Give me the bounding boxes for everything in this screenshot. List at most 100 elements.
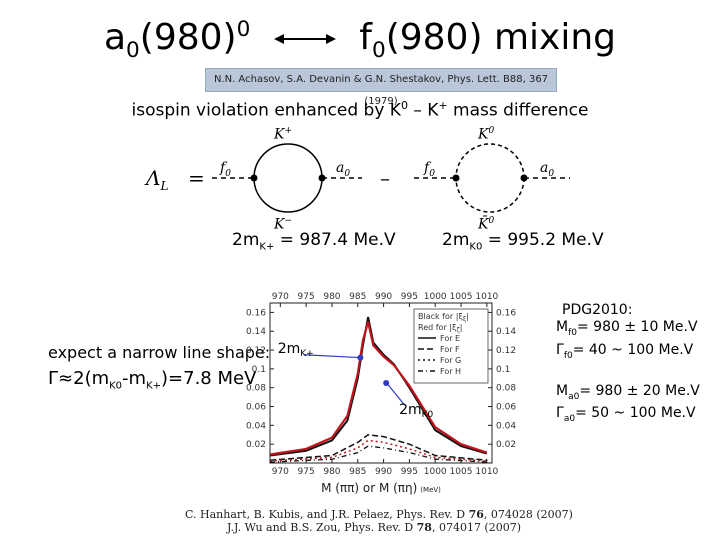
citation-2: J.J. Wu and B.S. Zou, Phys. Rev. D 78, 0…	[227, 521, 573, 534]
charged-kaon-loop	[253, 143, 323, 213]
x-tick-label-bottom: 980	[323, 467, 340, 477]
pdg-mf0: Mf0= 980 ± 10 Me.V	[556, 319, 700, 342]
annotation-arrow-plus	[303, 354, 360, 359]
x-axis-label: M (ππ) or M (πη) (MeV)	[321, 481, 441, 495]
series-line	[269, 434, 487, 461]
y-tick-label-left: 0.04	[246, 421, 266, 431]
x-tick-label-top: 1005	[450, 292, 473, 302]
subtitle-c: mass difference	[447, 100, 589, 121]
width-mid: -m	[122, 368, 147, 389]
kplus: K	[274, 126, 285, 143]
threshold-marker-plus	[357, 354, 364, 361]
pdg-gf0: Γf0= 40 ~ 100 Me.V	[556, 342, 700, 365]
f0: f	[220, 160, 226, 176]
annotation-2mk-zero: 2mK0	[399, 402, 433, 420]
cite-a: J.J. Wu and B.S. Zou, Phys. Rev. D	[227, 521, 417, 534]
y-tick-label-left: 0.14	[246, 327, 266, 337]
annotation-2mk-plus-sub: K+	[300, 349, 313, 359]
pdg-ga0: Γa0= 50 ~ 100 Me.V	[556, 405, 700, 428]
pdg-sub: f0	[568, 327, 577, 338]
pdg-sub: a0	[563, 414, 576, 425]
x-tick-label-top: 1010	[475, 292, 498, 302]
k0-label: K0	[478, 126, 494, 143]
subtitle-a: isospin violation enhanced by K	[131, 100, 401, 121]
x-tick-label-bottom: 975	[298, 467, 315, 477]
k0bar-label: K̄0	[478, 216, 494, 233]
slide-title: a0(980)0 f0(980) mixing	[0, 8, 720, 73]
pdg-val: = 40 ~ 100 Me.V	[572, 341, 694, 358]
k0bar: K̄	[478, 216, 489, 233]
x-label-units: (MeV)	[420, 486, 441, 494]
x-tick-label-bottom: 1005	[450, 467, 473, 477]
f0-sub: 0	[429, 168, 435, 179]
reference-box: N.N. Achasov, S.A. Devanin & G.N. Shesta…	[205, 68, 557, 107]
x-tick-label-top: 985	[349, 292, 366, 302]
vertex	[452, 174, 460, 182]
legend-sub: ξ	[463, 316, 466, 323]
y-tick-label-right: 0.08	[496, 384, 516, 394]
cite-c: , 074017 (2007)	[431, 521, 522, 534]
x-tick-label-top: 1000	[424, 292, 447, 302]
legend-bar: |	[466, 312, 469, 321]
title-f0-rest: (980) mixing	[385, 17, 616, 58]
subtitle-sup-b: +	[438, 99, 448, 112]
y-tick-label-right: 0.04	[496, 421, 516, 431]
title-f0-sub: 0	[371, 38, 386, 64]
legend-entry: For H	[440, 367, 461, 376]
title-a0-sup: 0	[236, 17, 251, 42]
title-a0: a	[103, 17, 127, 58]
mass-prefix: 2m	[442, 230, 470, 250]
f0-label-left: f0	[220, 160, 231, 179]
x-label-a: M (ππ)	[321, 481, 359, 495]
title-a0-sub: 0	[126, 38, 140, 64]
x-tick-label-bottom: 970	[272, 467, 289, 477]
mass-sub: K+	[259, 241, 275, 253]
y-tick-label-right: 0.16	[496, 308, 516, 318]
x-label-b: or M (πη)	[359, 481, 417, 495]
width-tail: )=7.8 MeV	[161, 368, 257, 389]
kplus-label: K+	[274, 126, 292, 143]
y-tick-label-left: 0.06	[246, 403, 266, 413]
pdg-values: PDG2010: Mf0= 980 ± 10 Me.V Γf0= 40 ~ 10…	[552, 302, 700, 428]
cite-vol: 76	[468, 508, 484, 521]
x-tick-label-bottom: 990	[375, 467, 392, 477]
kminus-label: K−	[274, 216, 292, 233]
series-line	[269, 445, 487, 463]
legend-entry: For E	[440, 334, 460, 343]
a0: a	[336, 160, 345, 176]
y-tick-label-left: 0.08	[246, 384, 266, 394]
double-arrow-icon	[273, 34, 336, 44]
cite-vol: 78	[416, 521, 432, 534]
x-tick-label-top: 970	[272, 292, 289, 302]
pdg-heading: PDG2010:	[562, 302, 633, 318]
f0-sub: 0	[225, 168, 231, 179]
neutral-kaon-loop	[455, 143, 525, 213]
narrow-line-text: expect a narrow line shape:	[48, 343, 271, 362]
charged-kaon-threshold: 2mK+ = 987.4 Me.V	[232, 230, 396, 252]
annotation-2mk-plus-text: 2m	[278, 341, 301, 357]
legend-sub: ζ	[456, 327, 459, 334]
kminus: K	[274, 216, 285, 233]
width-estimate: Γ≈2(mK0-mK+)=7.8 MeV	[48, 368, 256, 392]
pdg-val: = 50 ~ 100 Me.V	[575, 405, 696, 422]
k0: K	[478, 126, 489, 143]
legend-bar: |	[460, 323, 463, 332]
x-tick-label-bottom: 985	[349, 467, 366, 477]
legend-entry: For G	[440, 356, 461, 365]
title-f0: f	[359, 17, 372, 58]
neutral-kaon-threshold: 2mK0 = 995.2 Me.V	[442, 230, 604, 252]
width-sub2: K+	[146, 380, 162, 392]
y-tick-label-right: 0.14	[496, 327, 516, 337]
x-tick-label-top: 980	[323, 292, 340, 302]
series-line	[269, 321, 488, 456]
y-tick-label-right: 0.06	[496, 403, 516, 413]
title-a0-mass: (980)	[139, 17, 237, 58]
x-tick-label-bottom: 1010	[475, 467, 498, 477]
mass-value: = 995.2 Me.V	[482, 230, 604, 250]
pdg-ma0: Ma0= 980 ± 20 Me.V	[556, 383, 700, 406]
a0-sub: 0	[344, 168, 351, 179]
k0bar-sup: 0	[488, 216, 495, 226]
pdg-sub: a0	[568, 391, 580, 402]
kplus-sup: +	[284, 126, 293, 136]
